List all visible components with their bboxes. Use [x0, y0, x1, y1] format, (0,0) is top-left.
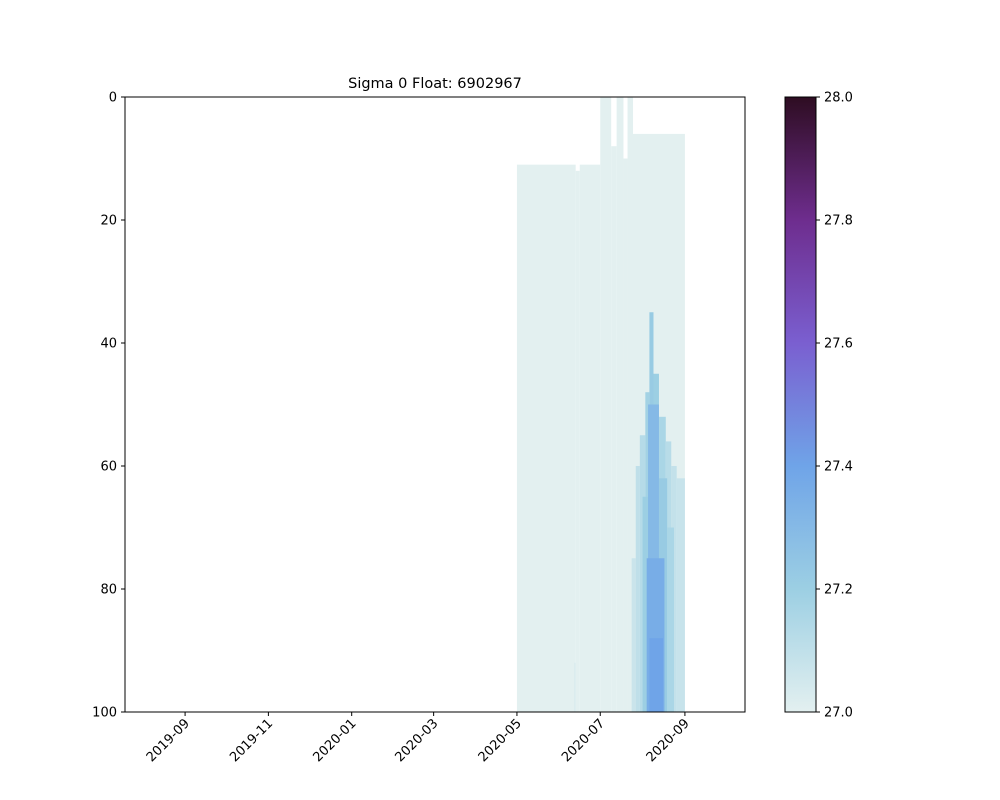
colorbar-tick-label: 28.0: [824, 91, 853, 106]
plot-frame: [124, 96, 746, 713]
heatmap-cell: [574, 662, 576, 712]
x-tick-label: 2020-03: [392, 716, 441, 765]
x-tick-label: 2019-11: [227, 716, 276, 765]
x-tick-label: 2020-05: [476, 716, 525, 765]
y-tick-label: 20: [100, 214, 117, 229]
x-tick-label: 2020-01: [311, 716, 360, 765]
x-axis: 2019-09 2019-11 2020-01 2020-03 2020-05 2020-…: [144, 712, 693, 765]
heatmap-cell: [631, 558, 636, 712]
heatmap-cell: [649, 638, 664, 712]
x-tick-label: 2020-07: [559, 716, 608, 765]
heatmap-cells: [516, 97, 685, 712]
y-tick-label: 80: [100, 583, 117, 598]
heatmap-cell: [627, 97, 634, 712]
heatmap-cell: [623, 158, 628, 712]
heatmap-cell: [516, 164, 576, 712]
y-axis: 0 20 40 60 80 100: [92, 91, 125, 721]
heatmap-cell: [579, 164, 601, 712]
y-tick-label: 40: [100, 337, 117, 352]
heatmap-cell: [667, 527, 674, 712]
heatmap-cell: [642, 496, 649, 712]
colorbar: [784, 96, 817, 713]
colorbar-tick-label: 27.2: [824, 583, 853, 598]
colorbar-tick-label: 27.6: [824, 337, 853, 352]
heatmap-cell: [616, 97, 624, 712]
heatmap-cell: [575, 170, 580, 712]
y-tick-label: 60: [100, 460, 117, 475]
x-tick-label: 2019-09: [144, 716, 193, 765]
heatmap-cell: [600, 97, 612, 712]
y-tick-label: 100: [92, 706, 117, 721]
colorbar-axis: 27.0 27.2 27.4 27.6 27.8 28.0: [816, 91, 853, 721]
heatmap-cell: [635, 466, 640, 712]
colorbar-tick-label: 27.8: [824, 214, 853, 229]
x-tick-label: 2020-09: [644, 716, 693, 765]
colorbar-tick-label: 27.0: [824, 706, 853, 721]
colorbar-tick-label: 27.4: [824, 460, 853, 475]
chart-title: Sigma 0 Float: 6902967: [348, 76, 522, 92]
heatmap-cell: [611, 146, 617, 712]
heatmap-cell: [676, 478, 685, 712]
y-tick-label: 0: [109, 91, 117, 106]
